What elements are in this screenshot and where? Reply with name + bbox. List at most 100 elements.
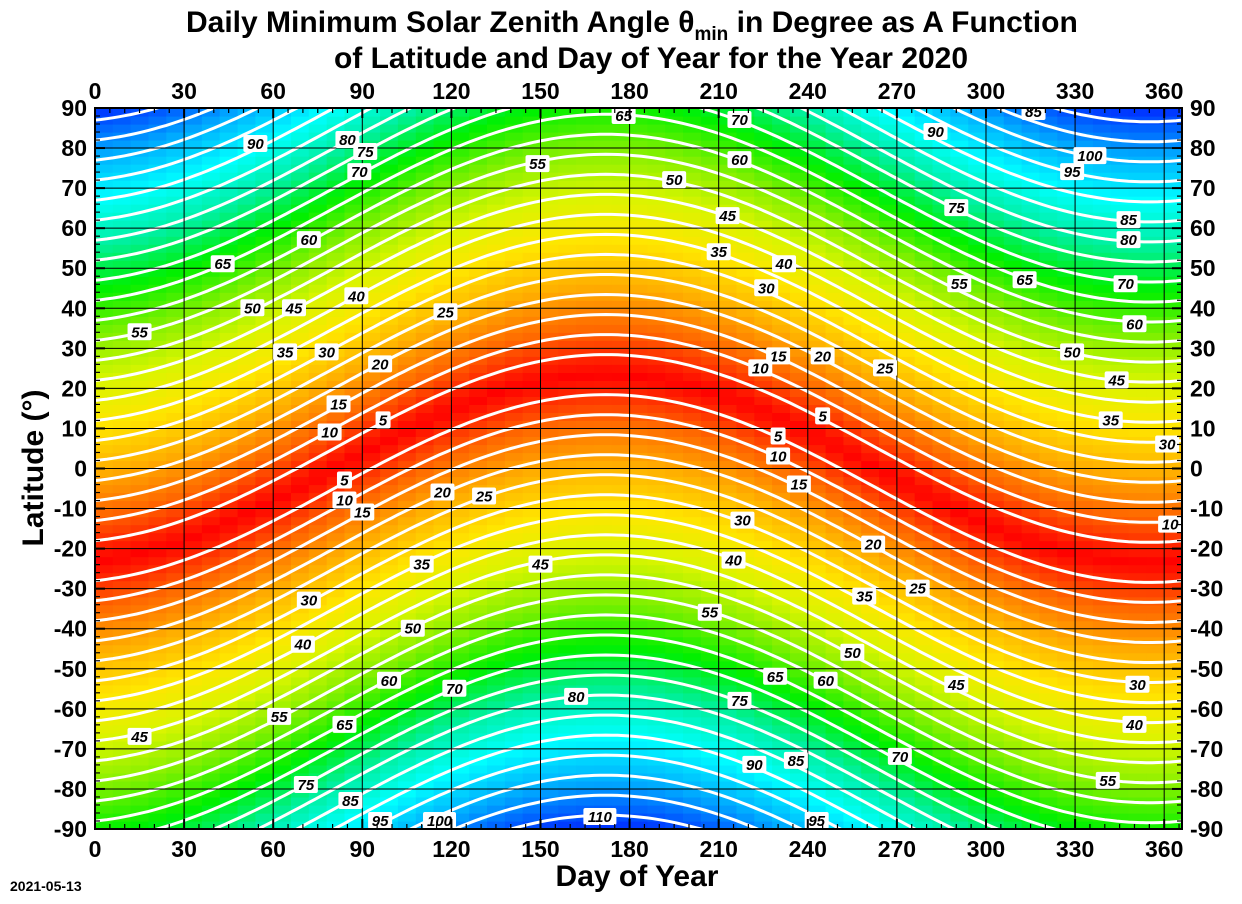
heatmap-cell <box>665 220 684 229</box>
heatmap-cell <box>540 580 559 590</box>
heatmap-cell <box>273 821 292 829</box>
heatmap-cell <box>130 164 149 173</box>
heatmap-cell <box>273 108 292 117</box>
heatmap-cell <box>380 764 399 774</box>
heatmap-cell <box>469 572 488 582</box>
heatmap-cell <box>540 821 559 829</box>
heatmap-cell <box>380 652 399 662</box>
heatmap-cell <box>843 188 862 197</box>
heatmap-cell <box>166 300 185 309</box>
heatmap-cell <box>950 740 969 750</box>
heatmap-cell <box>166 156 185 165</box>
heatmap-cell <box>932 620 951 630</box>
heatmap-cell <box>1003 444 1023 454</box>
heatmap-cell <box>968 268 987 277</box>
heatmap-cell <box>433 212 452 221</box>
heatmap-cell <box>255 372 274 381</box>
heatmap-cell <box>1021 620 1040 630</box>
heatmap-cell <box>201 580 221 590</box>
heatmap-cell <box>184 260 203 269</box>
heatmap-cell <box>344 468 363 478</box>
heatmap-cell <box>790 252 809 261</box>
heatmap-cell <box>807 244 827 253</box>
heatmap-cell <box>112 284 132 293</box>
heatmap-cell <box>576 420 595 429</box>
heatmap-cell <box>469 348 488 357</box>
heatmap-cell <box>184 276 203 285</box>
heatmap-cell <box>522 548 542 558</box>
heatmap-cell <box>237 244 256 253</box>
heatmap-cell <box>914 436 934 446</box>
heatmap-cell <box>504 652 524 662</box>
heatmap-cell <box>1057 212 1076 221</box>
heatmap-cell <box>950 436 969 446</box>
heatmap-cell <box>1039 468 1058 478</box>
heatmap-cell <box>861 156 880 165</box>
heatmap-cell <box>665 684 684 694</box>
heatmap-cell <box>504 772 524 782</box>
heatmap-cell <box>825 748 844 758</box>
heatmap-cell <box>807 188 827 197</box>
heatmap-cell <box>130 516 149 526</box>
heatmap-cell <box>112 668 132 678</box>
heatmap-cell <box>1057 740 1076 750</box>
heatmap-cell <box>665 764 684 774</box>
heatmap-cell <box>397 788 417 798</box>
heatmap-cell <box>1075 516 1094 526</box>
heatmap-cell <box>932 284 951 293</box>
heatmap-cell <box>130 364 149 373</box>
heatmap-cell <box>968 780 987 790</box>
heatmap-cell <box>219 788 239 798</box>
heatmap-cell <box>807 436 827 446</box>
heatmap-cell <box>362 228 381 237</box>
heatmap-cell <box>879 252 898 261</box>
heatmap-cell <box>184 460 203 470</box>
heatmap-cell <box>95 172 114 181</box>
heatmap-cell <box>807 644 827 654</box>
heatmap-cell <box>843 228 862 237</box>
heatmap-cell <box>790 132 809 141</box>
heatmap-cell <box>237 196 256 205</box>
heatmap-cell <box>469 308 488 317</box>
heatmap-cell <box>861 356 880 365</box>
heatmap-cell <box>201 748 221 758</box>
heatmap-cell <box>308 468 328 478</box>
heatmap-cell <box>166 612 185 622</box>
heatmap-cell <box>576 388 595 397</box>
heatmap-cell <box>1003 492 1023 502</box>
heatmap-cell <box>843 316 862 325</box>
heatmap-cell <box>344 124 363 133</box>
heatmap-cell <box>487 460 506 470</box>
heatmap-cell <box>986 548 1005 558</box>
heatmap-cell <box>362 308 381 317</box>
heatmap-cell <box>914 764 934 774</box>
heatmap-cell <box>504 188 524 197</box>
heatmap-cell <box>540 468 559 478</box>
heatmap-cell <box>415 428 435 437</box>
heatmap-cell <box>825 236 844 245</box>
heatmap-cell <box>148 532 167 542</box>
heatmap-cell <box>1021 484 1040 494</box>
heatmap-cell <box>219 780 239 790</box>
heatmap-cell <box>558 404 577 413</box>
heatmap-cell <box>950 660 969 670</box>
heatmap-cell <box>487 756 506 766</box>
heatmap-cell <box>683 772 702 782</box>
heatmap-cell <box>291 468 310 478</box>
heatmap-cell <box>1003 372 1023 381</box>
heatmap-cell <box>237 732 256 742</box>
heatmap-cell <box>986 716 1005 726</box>
heatmap-cell <box>914 492 934 502</box>
heatmap-cell <box>611 564 631 574</box>
heatmap-cell <box>1039 340 1058 349</box>
heatmap-cell <box>576 356 595 365</box>
heatmap-cell <box>201 508 221 518</box>
heatmap-cell <box>718 660 738 670</box>
heatmap-cell <box>255 532 274 542</box>
heatmap-cell <box>273 700 292 710</box>
heatmap-cell <box>665 468 684 478</box>
heatmap-cell <box>308 140 328 149</box>
heatmap-cell <box>540 140 559 149</box>
heatmap-cell <box>611 260 631 269</box>
heatmap-cell <box>825 244 844 253</box>
